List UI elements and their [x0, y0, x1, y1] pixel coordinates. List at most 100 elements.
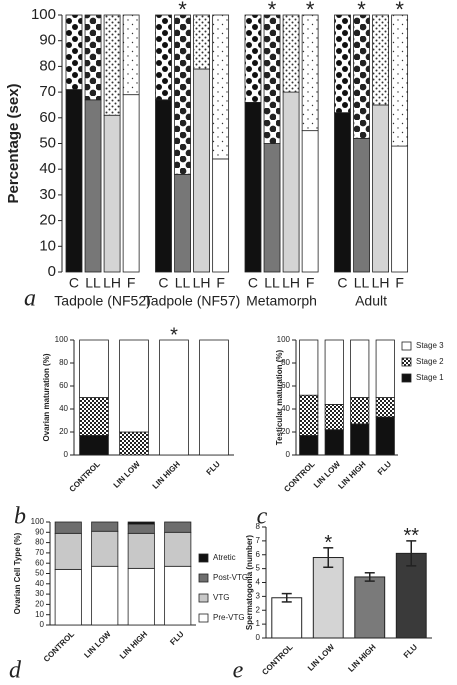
bar-segment — [84, 99, 102, 273]
y-tick-label: 70 — [39, 83, 56, 100]
y-axis-label: Spermatogonia (number) — [245, 535, 254, 630]
bar-segment — [391, 14, 409, 147]
bar-segment — [79, 435, 109, 456]
panel-letter: a — [24, 286, 36, 312]
x-tick-label: LL — [264, 275, 280, 291]
bar — [271, 597, 303, 639]
bar-segment — [334, 14, 351, 114]
error-bar — [364, 572, 375, 582]
bar-segment — [174, 14, 191, 175]
group-label: Tadpole (NF52) — [54, 293, 151, 309]
x-tick-label: LL — [85, 275, 101, 291]
y-tick-label: 60 — [39, 109, 56, 126]
y-tick-label: 0 — [40, 620, 45, 629]
legend-swatch — [401, 357, 412, 367]
x-tick-label: C — [337, 275, 347, 291]
bar-segment — [155, 99, 172, 273]
bar-segment — [103, 114, 121, 273]
significance-mark: * — [268, 0, 277, 22]
bar — [312, 557, 344, 639]
y-tick-label: 30 — [39, 186, 56, 203]
y-tick-label: 40 — [35, 579, 44, 588]
bar-segment — [127, 567, 155, 626]
y-tick-label: 60 — [59, 381, 68, 390]
bar-segment — [127, 521, 155, 525]
y-tick-label: 90 — [35, 527, 44, 536]
x-tick-label: F — [306, 275, 315, 291]
bar-segment — [263, 14, 281, 144]
y-tick-label: 80 — [39, 57, 56, 74]
x-tick-label: FLU — [205, 459, 223, 477]
bar-segment — [127, 532, 155, 569]
bar — [354, 576, 386, 639]
bar-segment — [122, 14, 140, 96]
y-tick-label: 0 — [256, 633, 261, 642]
error-bar — [406, 540, 417, 567]
y-tick-label: 0 — [64, 450, 69, 459]
y-tick-label: 1 — [256, 619, 261, 628]
bar-segment — [119, 431, 149, 456]
group-label: Tadpole (NF57) — [144, 293, 241, 309]
bar-segment — [375, 416, 395, 456]
bar-segment — [91, 530, 119, 567]
y-tick-label: 100 — [277, 335, 291, 344]
x-tick-label: LIN LOW — [306, 642, 337, 673]
y-axis-label: Ovarian Cell Type (%) — [13, 532, 22, 614]
y-tick-label: 2 — [256, 605, 261, 614]
x-tick-label: LIN HIGH — [151, 459, 182, 490]
bar-segment — [155, 14, 172, 101]
legend-label: Stage 3 — [416, 341, 444, 350]
significance-mark: * — [324, 532, 332, 554]
bar-segment — [79, 339, 109, 398]
legend-swatch — [198, 593, 209, 603]
x-tick-label: C — [69, 275, 79, 291]
bar-segment — [282, 14, 300, 93]
bar-segment — [122, 94, 140, 273]
bar-segment — [324, 403, 344, 431]
y-tick-label: 4 — [256, 578, 261, 587]
legend-swatch — [198, 573, 209, 583]
bar-segment — [334, 112, 351, 273]
panel-letter: e — [233, 658, 244, 684]
x-tick-label: LIN LOW — [82, 629, 113, 660]
bar-segment — [301, 130, 319, 273]
y-tick-label: 40 — [59, 404, 68, 413]
bar-segment — [299, 435, 319, 456]
bar-segment — [164, 531, 192, 567]
y-tick-label: 20 — [59, 427, 68, 436]
bar-segment — [350, 397, 370, 425]
x-tick-label: LH — [372, 275, 390, 291]
bar-segment — [353, 14, 370, 139]
legend-label: Atretic — [213, 553, 236, 562]
x-tick-label: LIN LOW — [112, 459, 143, 490]
bar-segment — [244, 101, 262, 273]
bar-segment — [54, 532, 82, 570]
legend-swatch — [198, 613, 209, 623]
y-tick-label: 40 — [281, 404, 290, 413]
y-tick-label: 3 — [256, 591, 261, 600]
y-tick-label: 30 — [35, 589, 44, 598]
x-tick-label: FLU — [168, 629, 186, 647]
y-tick-label: 50 — [39, 134, 56, 151]
bar-segment — [127, 523, 155, 534]
y-tick-label: 100 — [31, 517, 45, 526]
y-tick-label: 40 — [39, 160, 56, 177]
legend-swatch — [401, 341, 412, 351]
bar-segment — [212, 14, 230, 160]
group-label: Metamorph — [246, 293, 317, 309]
y-axis-label: Testicular maturation (%) — [275, 349, 284, 445]
legend-label: VTG — [213, 593, 229, 602]
y-tick-label: 100 — [55, 335, 69, 344]
x-tick-label: LIN HIGH — [346, 642, 377, 673]
y-tick-label: 20 — [39, 212, 56, 229]
legend-swatch — [198, 553, 209, 563]
y-tick-label: 60 — [35, 558, 44, 567]
x-tick-label: LL — [354, 275, 370, 291]
bar-segment — [372, 14, 389, 106]
x-tick-label: C — [158, 275, 168, 291]
bar-segment — [91, 521, 119, 532]
legend-label: Pre-VTG — [213, 613, 245, 622]
bar-segment — [282, 91, 300, 273]
x-tick-label: LIN HIGH — [118, 629, 149, 660]
